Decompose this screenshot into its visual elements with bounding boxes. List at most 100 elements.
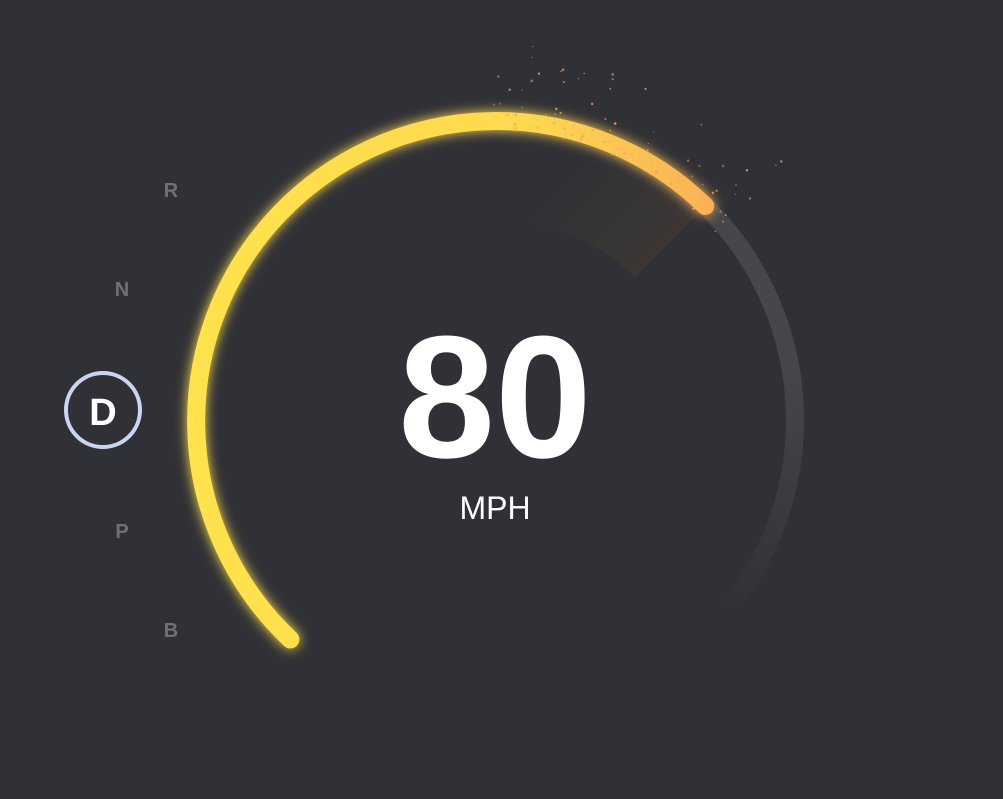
spark-particle [515,129,518,132]
gauge-progress-arc [187,112,715,649]
spark-particle [514,113,518,117]
spark-particle [698,164,701,168]
spark-particle [497,75,500,78]
spark-particle [609,140,612,143]
spark-particle [655,170,658,174]
spark-particle [700,207,702,209]
spark-particle [559,111,562,115]
speed-unit-label: MPH [459,490,531,526]
spark-particle [715,189,718,192]
spark-particle [588,138,590,141]
spark-particle [748,197,752,200]
spark-particle [590,102,594,106]
spark-particle [553,122,556,125]
spark-particle [562,81,565,83]
spark-particle [702,202,705,205]
spark-particle [583,72,585,75]
spark-particle [560,70,562,73]
spark-particle [627,160,629,163]
spark-particle [572,124,575,127]
spark-particle [735,184,737,186]
spark-particle [641,164,643,167]
spark-particle [701,183,704,186]
spark-particle [554,107,558,111]
spark-particle [570,134,573,137]
spark-particle [537,72,541,75]
spark-particle [721,164,725,168]
spark-particle [536,126,540,129]
spark-particle [775,164,777,167]
spark-particle [651,162,654,164]
spark-particle [691,175,694,178]
spark-particle [618,155,621,157]
spark-particle [514,127,517,130]
spark-particle [611,73,614,76]
spark-particle [623,152,626,156]
spark-particle [721,220,725,223]
spark-particles [493,45,783,233]
gauge-speed-trail [416,125,702,278]
spark-particle [561,68,565,72]
spark-particle [518,119,521,122]
spark-particle [529,126,531,129]
spark-particle [711,191,715,194]
spark-particle [611,78,614,81]
gear-neutral[interactable]: N [114,279,130,301]
spark-particle [531,45,534,48]
spark-particle [644,87,647,90]
spark-particle [669,182,672,186]
spark-particle [687,159,690,162]
spark-particle [562,137,565,140]
gear-drive-active[interactable]: D [64,371,142,449]
spark-particle [530,79,534,83]
spark-particle [591,128,595,132]
spark-particle [499,102,502,105]
spark-particle [660,181,662,183]
gear-brake[interactable]: B [163,620,179,642]
spark-particle [521,106,523,109]
spark-particle [580,135,584,139]
spark-particle [719,210,722,213]
gear-park[interactable]: P [115,521,129,543]
spark-particle [512,128,515,130]
spark-particle [677,180,679,183]
gauge-track [686,197,804,652]
spark-particle [508,88,511,91]
spark-particle [697,205,700,208]
spark-particle [531,56,533,59]
spark-particle [552,118,555,120]
spark-particle [647,142,649,145]
spark-particle [648,173,651,176]
spark-particle [703,199,706,202]
spark-particle [619,148,622,151]
gear-reverse[interactable]: R [163,180,179,202]
spark-particle [554,113,556,115]
spark-particle [506,113,509,117]
spark-particle [545,113,547,115]
spark-particle [609,87,612,90]
spark-particle [595,128,598,131]
spark-particle [613,152,616,155]
spark-particle [579,138,583,141]
speed-readout: 80 [398,299,592,494]
spark-particle [577,77,580,80]
spark-particle [533,131,535,134]
spark-particle [700,123,703,126]
spark-particle [692,207,695,210]
spark-particle [745,169,749,172]
spark-particle [652,131,655,133]
spark-particle [625,157,627,159]
spark-particle [521,89,523,91]
spark-particle [631,153,633,156]
spark-particle [734,193,736,195]
spark-particle [646,149,649,152]
spark-particle [613,122,617,125]
spark-particle [714,230,717,233]
spark-particle [611,153,614,156]
spark-particle [513,122,517,126]
spark-particle [707,217,710,220]
spark-particle [615,147,617,149]
spark-particle [603,140,606,144]
